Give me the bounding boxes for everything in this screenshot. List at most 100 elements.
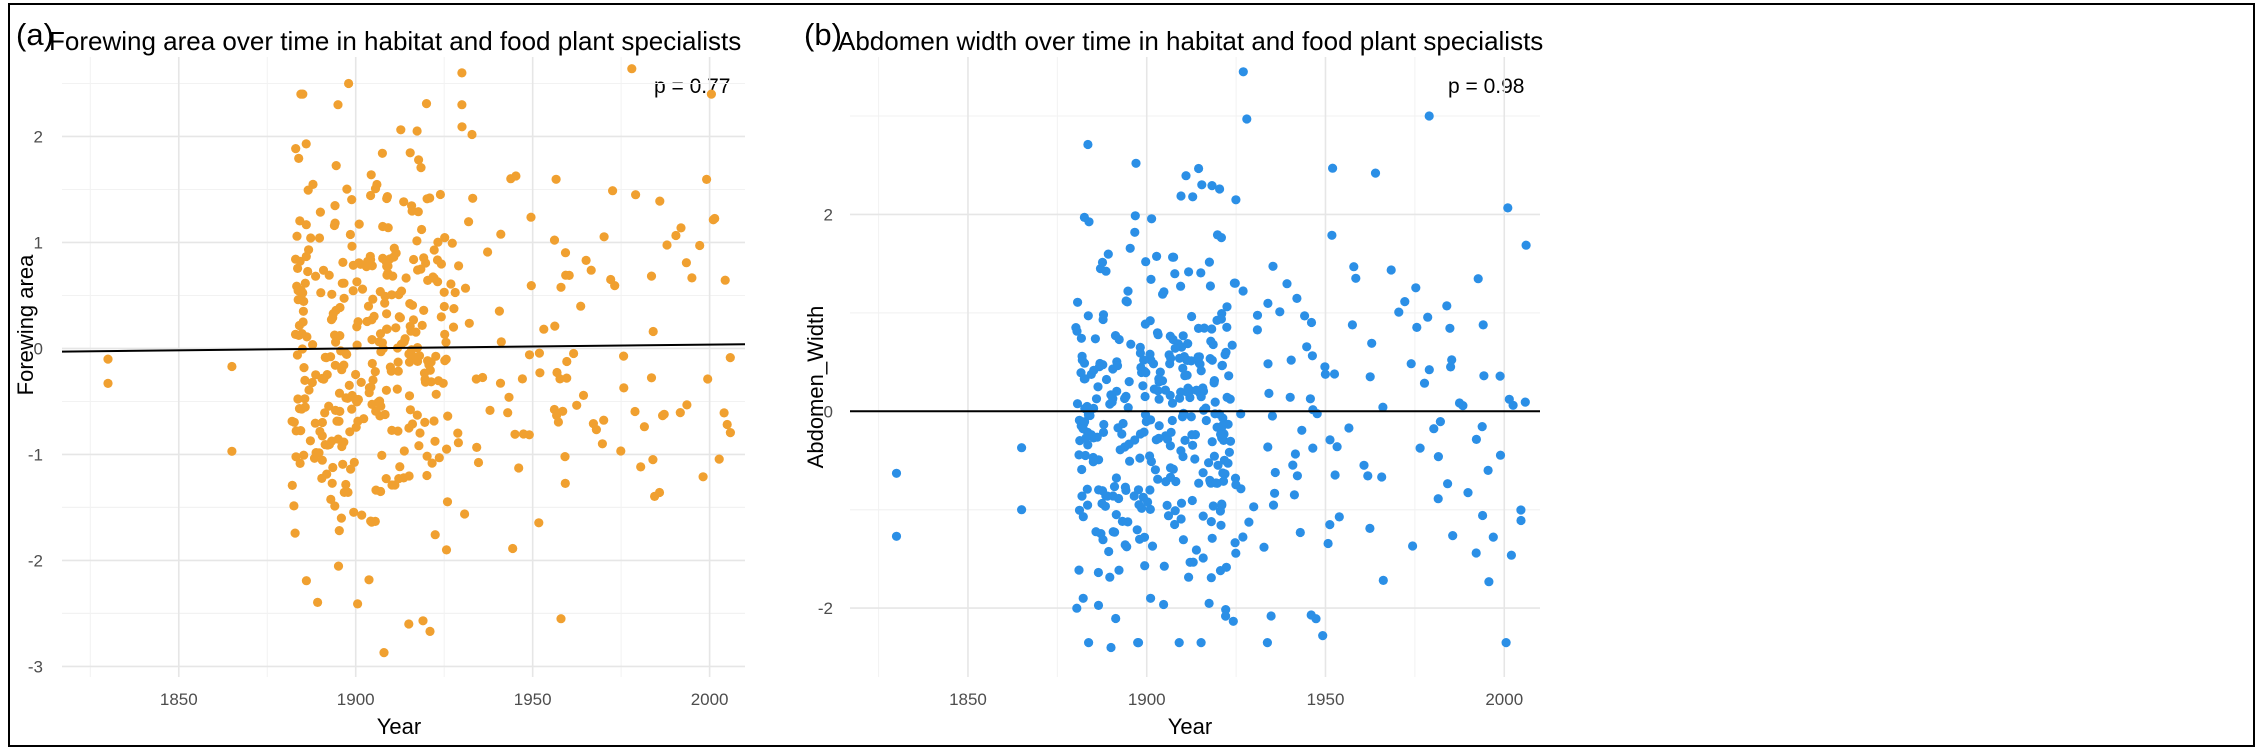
panel-b-data-point [1074, 505, 1085, 515]
panel-a-data-point [357, 284, 368, 294]
panel-a-data-point [350, 394, 361, 404]
panel-b-data-point [1079, 358, 1090, 368]
panel-a-data-point [382, 309, 392, 319]
panel-a-data-point [599, 232, 609, 242]
panel-b-data-point [1098, 427, 1109, 437]
panel-b-data-point [1162, 500, 1172, 510]
panel-b-data-point [1349, 262, 1359, 272]
panel-a-data-point [555, 374, 565, 384]
panel-b-data-point [1210, 397, 1220, 407]
panel-a-data-point [381, 385, 391, 395]
panel-a-data-point [496, 337, 506, 347]
panel-b-data-point [1188, 192, 1198, 202]
panel-a-y-tick-label: -1 [28, 445, 43, 464]
panel-a-data-point [364, 575, 374, 585]
panel-a-data-point [510, 429, 520, 439]
panel-b-data-point [1178, 331, 1188, 341]
panel-a-data-point [332, 416, 342, 426]
panel-a-data-point [524, 350, 535, 360]
panel-a-data-point [409, 254, 419, 265]
panel-b-data-point [1135, 534, 1145, 544]
panel-b-data-point [1217, 361, 1227, 371]
panel-a-data-point [719, 408, 729, 418]
panel-b-data-point [1175, 393, 1185, 403]
panel-a-data-point [298, 317, 308, 327]
panel-b-data-point [1252, 325, 1262, 335]
panel-b-data-point [1423, 312, 1433, 322]
panel-b-data-point [1157, 376, 1168, 386]
panel-a-data-point [407, 201, 417, 211]
panel-b-data-point [1520, 397, 1530, 407]
panel-b-data-point [1238, 286, 1248, 296]
panel-a-data-point [720, 275, 730, 285]
panel-a-data-point [382, 324, 392, 334]
panel-b-data-point [1359, 460, 1369, 470]
panel-b-data-point [1201, 415, 1211, 426]
panel-b-data-point [1408, 541, 1418, 551]
panel-b-x-tick-label: 1950 [1307, 690, 1345, 709]
panel-b-data-point [1290, 449, 1300, 459]
charts-svg: (a) Forewing area over time in habitat a… [13, 17, 1543, 739]
panel-a-data-point [414, 155, 424, 165]
panel-b-data-point [1117, 429, 1127, 439]
panel-a-data-point [345, 427, 355, 437]
panel-a-data-point [353, 599, 363, 609]
panel-b-data-point [1180, 435, 1190, 445]
panel-b-data-point [1207, 437, 1217, 447]
panel-b-data-point [1216, 314, 1226, 324]
panel-a-data-point [366, 255, 376, 265]
panel-a-data-point [662, 240, 672, 250]
panel-b-data-point [1300, 311, 1310, 321]
panel-a-data-point [335, 331, 345, 341]
panel-a-data-point [330, 201, 340, 211]
panel-a-data-point [287, 480, 297, 490]
panel-b-data-point [1143, 497, 1153, 507]
panel-a-data-point [404, 391, 415, 401]
panel-a-data-point [348, 286, 358, 296]
panel-a-data-point [299, 363, 309, 373]
panel-b-data-point [1131, 158, 1141, 168]
panel-a-data-point [648, 455, 658, 465]
panel-b-data-point [1101, 266, 1111, 276]
panel-b-data-point [1176, 514, 1186, 524]
panel-b-data-point [891, 531, 902, 541]
panel-a-data-point [298, 306, 308, 316]
panel-b-data-point [1216, 429, 1226, 439]
panel-a-data-point [432, 255, 443, 265]
panel-a-data-point [347, 241, 357, 251]
panel-a-data-point [336, 513, 346, 523]
panel-b-data-point [1386, 265, 1396, 275]
panel-a-data-point [351, 369, 361, 380]
panel-b-data-point [1111, 473, 1121, 483]
panel-a-data-point [404, 357, 415, 367]
panel-a-data-point [335, 406, 345, 416]
panel-a-data-point [422, 451, 432, 461]
panel-b-data-point [1168, 334, 1178, 345]
panel-b-data-point [1495, 371, 1505, 381]
panel-b-data-point [1204, 458, 1214, 468]
panel-a-data-point [377, 450, 387, 460]
panel-b-data-point [1184, 572, 1194, 582]
panel-a-data-point [339, 293, 349, 303]
panel-a-data-point [504, 392, 514, 402]
panel-b-data-point [1217, 421, 1228, 431]
panel-a-data-point [300, 394, 310, 404]
panel-a-data-point [382, 192, 392, 202]
panel-b-data-point [1190, 430, 1200, 440]
panel-a-data-point [401, 273, 411, 283]
panel-b-data-point [1077, 491, 1087, 501]
panel-b-data-point [1224, 447, 1234, 457]
panel-b-data-point [1424, 365, 1434, 375]
panel-a-data-point [366, 190, 376, 201]
panel-b-data-point [1159, 599, 1169, 610]
panel-b-data-point [1178, 451, 1188, 462]
panel-a-data-point [706, 89, 717, 99]
panel-b-data-point [1103, 249, 1113, 259]
panel-a-data-point [442, 497, 453, 507]
panel-b-data-point [1228, 616, 1238, 626]
panel-b-data-point [1153, 474, 1163, 484]
panel-b-data-point [1170, 506, 1180, 516]
panel-b-data-point [1134, 500, 1144, 510]
panel-b-data-point [1307, 351, 1317, 361]
panel-a-data-point [334, 388, 345, 398]
